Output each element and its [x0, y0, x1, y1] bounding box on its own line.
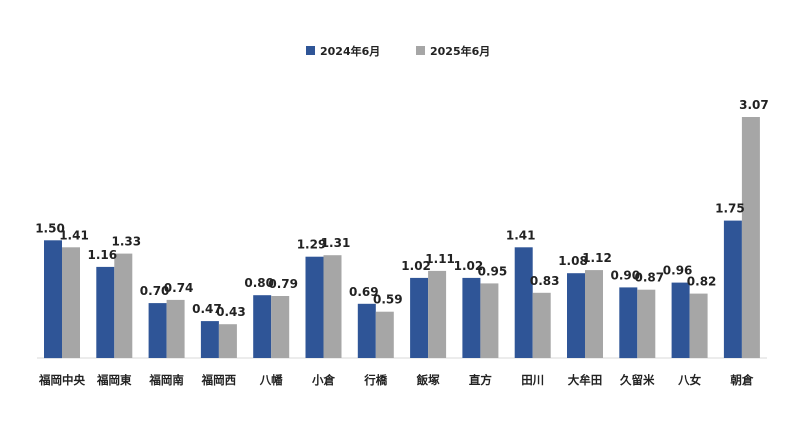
bar-2025-2	[166, 299, 185, 358]
value-label-2025-6: 0.59	[373, 293, 403, 307]
value-label-2025-9: 0.83	[530, 274, 560, 288]
bar-2024-0	[44, 240, 62, 359]
value-label-2024-12: 0.96	[663, 264, 693, 278]
bar-2025-12	[689, 293, 708, 358]
bar-2024-11	[619, 287, 638, 359]
value-label-2025-7: 1.11	[425, 252, 455, 266]
bar-2025-3	[218, 324, 237, 358]
category-label-5: 小倉	[311, 373, 335, 387]
category-label-3: 福岡西	[201, 373, 237, 387]
value-label-2024-11: 0.90	[610, 268, 640, 282]
value-label-2025-4: 0.79	[268, 277, 298, 291]
category-label-1: 福岡東	[96, 373, 132, 387]
value-label-2025-8: 0.95	[478, 264, 508, 278]
category-label-2: 福岡南	[148, 373, 184, 387]
bar-2024-5	[305, 256, 324, 358]
category-label-12: 八女	[677, 373, 701, 387]
value-label-2025-13: 3.07	[739, 98, 769, 112]
value-label-2025-10: 1.12	[582, 251, 612, 265]
bar-2024-2	[148, 303, 167, 358]
bar-2025-5	[323, 255, 342, 358]
value-label-2024-4: 0.80	[244, 276, 274, 290]
legend-label-2025: 2025年6月	[430, 44, 490, 58]
category-label-11: 久留米	[619, 373, 655, 387]
bar-2025-6	[375, 311, 394, 358]
bar-2024-10	[567, 273, 585, 358]
value-label-2024-2: 0.70	[140, 284, 170, 298]
value-label-2024-5: 1.29	[297, 238, 327, 252]
bar-2024-7	[410, 277, 429, 358]
bar-2025-10	[585, 270, 603, 358]
legend-swatch-2025	[416, 46, 425, 55]
category-labels-group: 福岡中央 福岡東 福岡南 福岡西 八幡 小倉 行橋 飯塚 直方 田川 大牟田 久留米 八女 朝倉	[38, 373, 754, 387]
bar-2024-8	[462, 277, 481, 358]
bar-2025-4	[271, 296, 290, 358]
category-label-4: 八幡	[259, 373, 283, 387]
category-label-13: 朝倉	[730, 373, 753, 387]
category-label-10: 大牟田	[568, 373, 603, 387]
bars-group	[44, 117, 760, 359]
category-label-9: 田川	[521, 373, 544, 387]
value-label-2025-1: 1.33	[111, 235, 141, 249]
value-label-2024-3: 0.47	[192, 302, 222, 316]
value-label-2025-5: 1.31	[321, 236, 351, 250]
value-label-2024-6: 0.69	[349, 285, 379, 299]
bar-2025-9	[532, 292, 551, 358]
bar-2025-0	[62, 247, 80, 358]
bar-2025-13	[741, 117, 760, 358]
category-label-7: 飯塚	[416, 373, 440, 387]
value-label-2024-0: 1.50	[35, 221, 65, 235]
value-label-2025-3: 0.43	[216, 305, 246, 319]
category-label-6: 行橋	[363, 373, 387, 387]
bar-2024-9	[514, 247, 533, 358]
bar-2024-4	[253, 295, 272, 358]
value-label-2024-1: 1.16	[87, 248, 117, 262]
legend: 2024年6月 2025年6月	[306, 44, 490, 58]
value-label-2024-9: 1.41	[506, 228, 536, 242]
bar-2025-1	[114, 253, 133, 358]
value-label-2025-11: 0.87	[634, 271, 664, 285]
value-labels-group: 1.501.411.161.330.700.740.470.430.800.79…	[35, 98, 769, 319]
value-label-2025-0: 1.41	[59, 228, 89, 242]
bar-2024-1	[96, 266, 115, 358]
value-label-2024-13: 1.75	[715, 202, 745, 216]
bar-2024-13	[723, 220, 742, 358]
legend-label-2024: 2024年6月	[320, 44, 380, 58]
bar-2025-11	[637, 289, 656, 358]
value-label-2025-2: 0.74	[164, 281, 194, 295]
bar-2024-12	[671, 282, 690, 358]
value-label-2025-12: 0.82	[687, 275, 717, 289]
bar-2025-8	[480, 283, 499, 358]
bar-2024-6	[357, 303, 376, 358]
category-label-0: 福岡中央	[38, 373, 85, 387]
bar-2025-7	[428, 270, 447, 358]
bar-2024-3	[200, 321, 219, 358]
value-label-2024-8: 1.02	[454, 259, 484, 273]
category-label-8: 直方	[469, 373, 492, 387]
value-label-2024-10: 1.08	[558, 254, 588, 268]
legend-swatch-2024	[306, 46, 315, 55]
value-label-2024-7: 1.02	[401, 259, 431, 273]
